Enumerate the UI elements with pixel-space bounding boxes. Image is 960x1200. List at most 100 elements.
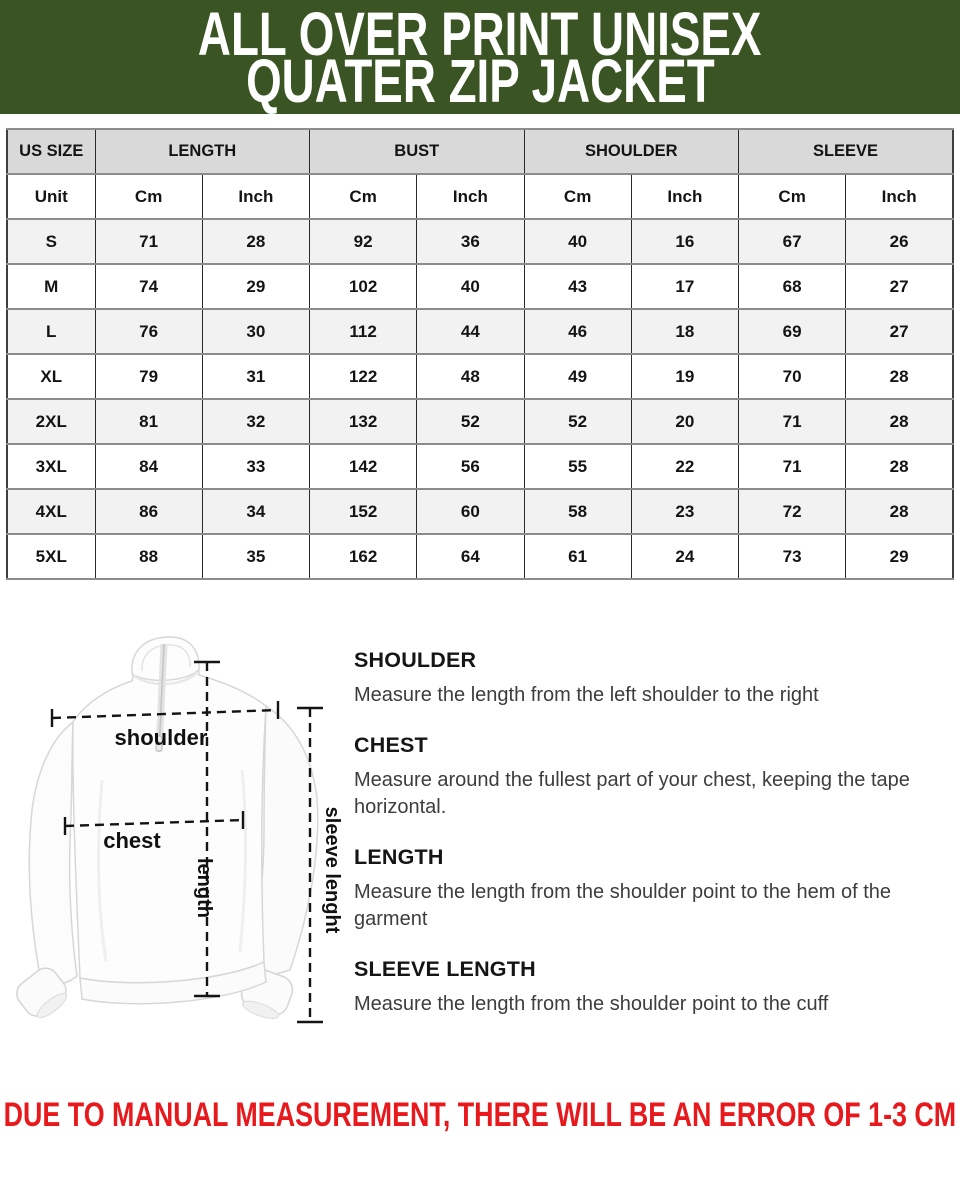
measurement-value-cell: 28 [845, 443, 954, 490]
measurement-value-cell: 81 [94, 398, 203, 445]
instruction-body: Measure around the fullest part of your … [354, 769, 910, 818]
size-label-cell: S [6, 218, 96, 265]
size-label-cell: 4XL [6, 488, 96, 535]
measurement-value-cell: 36 [416, 218, 525, 265]
measurement-value-cell: 49 [523, 353, 632, 400]
measurement-value-cell: 20 [630, 398, 740, 445]
measurement-value-cell: 73 [737, 533, 847, 580]
measurement-value-cell: 28 [201, 218, 311, 265]
unit-cell: Inch [845, 173, 954, 220]
size-label-cell: L [6, 308, 96, 355]
table-group-header-row: US SIZE LENGTH BUST SHOULDER SLEEVE [6, 128, 954, 175]
measurement-value-cell: 52 [416, 398, 525, 445]
measurement-value-cell: 18 [630, 308, 740, 355]
measurement-value-cell: 69 [737, 308, 847, 355]
measurement-value-cell: 58 [523, 488, 632, 535]
measurement-value-cell: 132 [308, 398, 418, 445]
measurement-value-cell: 26 [845, 218, 954, 265]
measurement-value-cell: 16 [630, 218, 740, 265]
measurement-value-cell: 40 [416, 263, 525, 310]
chest-diagram-label: chest [103, 828, 161, 853]
jacket-left-sleeve [28, 720, 78, 985]
col-header-length: LENGTH [94, 128, 310, 175]
measurement-value-cell: 44 [416, 308, 525, 355]
instruction-block-chest: CHEST Measure around the fullest part of… [354, 733, 942, 820]
unit-cell: Unit [6, 173, 96, 220]
instruction-heading: SHOULDER [354, 648, 477, 672]
size-row: 4XL 86 34 152 60 58 23 72 28 [6, 488, 954, 535]
measurement-value-cell: 17 [630, 263, 740, 310]
shoulder-diagram-label: shoulder [115, 725, 208, 750]
instruction-heading: SLEEVE LENGTH [354, 956, 536, 981]
instruction-heading: LENGTH [354, 845, 444, 870]
jacket-fold-shading [238, 769, 248, 953]
footer-note-wrap: DUE TO MANUAL MEASUREMENT, THERE WILL BE… [0, 1097, 960, 1133]
measurement-value-cell: 112 [308, 308, 418, 355]
measurement-value-cell: 29 [201, 263, 311, 310]
jacket-collar-shadow [133, 672, 198, 686]
measurement-value-cell: 29 [845, 533, 954, 580]
jacket-measurement-diagram: shoulder chest length sleeve lenght [16, 636, 343, 1024]
size-row: 2XL 81 32 132 52 52 20 71 28 [6, 398, 954, 445]
measurement-value-cell: 84 [94, 443, 203, 490]
size-label-cell: 5XL [6, 533, 96, 580]
size-label-cell: 2XL [6, 398, 96, 445]
jacket-left-cuff [16, 967, 68, 1019]
measurement-value-cell: 43 [523, 263, 632, 310]
size-row: 5XL 88 35 162 64 61 24 73 29 [6, 533, 954, 580]
size-row: 3XL 84 33 142 56 55 22 71 28 [6, 443, 954, 490]
measurement-value-cell: 23 [630, 488, 740, 535]
sleeve-length-diagram-label: sleeve lenght [321, 807, 343, 934]
measurement-value-cell: 71 [94, 218, 203, 265]
col-header-bust: BUST [309, 128, 525, 175]
measurement-value-cell: 92 [308, 218, 418, 265]
measuring-guide-section: shoulder chest length sleeve lenght SHOU… [0, 630, 960, 1045]
measurement-value-cell: 61 [523, 533, 632, 580]
measurement-value-cell: 56 [416, 443, 525, 490]
unit-cell: Cm [737, 173, 847, 220]
instruction-body: Measure the length from the left shoulde… [354, 684, 819, 706]
instruction-body: Measure the length from the shoulder poi… [354, 992, 829, 1015]
measurement-value-cell: 19 [630, 353, 740, 400]
measurement-value-cell: 86 [94, 488, 203, 535]
measurement-error-note: DUE TO MANUAL MEASUREMENT, THERE WILL BE… [3, 1096, 957, 1134]
jacket-zipper-teeth [158, 643, 165, 753]
unit-cell: Inch [630, 173, 740, 220]
instruction-body: Measure the length from the shoulder poi… [354, 881, 891, 930]
measurement-value-cell: 72 [737, 488, 847, 535]
measurement-value-cell: 28 [845, 488, 954, 535]
length-diagram-label: length [193, 858, 215, 918]
col-header-shoulder: SHOULDER [523, 128, 739, 175]
instruction-block-sleeve-length: SLEEVE LENGTH Measure the length from th… [354, 957, 942, 1017]
measurement-value-cell: 31 [201, 353, 311, 400]
page-header: ALL OVER PRINT UNISEX QUATER ZIP JACKET [0, 0, 960, 114]
measurement-value-cell: 46 [523, 308, 632, 355]
col-header-us-size: US SIZE [6, 128, 96, 175]
table-unit-row: Unit Cm Inch Cm Inch Cm Inch Cm Inch [6, 173, 954, 220]
measurement-value-cell: 79 [94, 353, 203, 400]
size-table-body: S 71 28 92 36 40 16 67 26 M 74 29 102 40 43 17 68 27 L 76 30… [6, 218, 954, 580]
size-row: S 71 28 92 36 40 16 67 26 [6, 218, 954, 265]
size-row: XL 79 31 122 48 49 19 70 28 [6, 353, 954, 400]
measurement-instructions: SHOULDER Measure the length from the lef… [354, 636, 942, 1017]
measurement-value-cell: 68 [737, 263, 847, 310]
measurement-value-cell: 35 [201, 533, 311, 580]
measurement-value-cell: 55 [523, 443, 632, 490]
measurement-value-cell: 28 [845, 398, 954, 445]
unit-cell: Cm [308, 173, 418, 220]
size-row: M 74 29 102 40 43 17 68 27 [6, 263, 954, 310]
unit-cell: Cm [94, 173, 203, 220]
instruction-block-length: LENGTH Measure the length from the shoul… [354, 845, 942, 932]
measurement-value-cell: 27 [845, 263, 954, 310]
col-header-sleeve: SLEEVE [738, 128, 954, 175]
measurement-value-cell: 34 [201, 488, 311, 535]
size-chart-table: US SIZE LENGTH BUST SHOULDER SLEEVE Unit… [6, 128, 954, 580]
measurement-value-cell: 32 [201, 398, 311, 445]
instruction-heading: CHEST [354, 733, 428, 758]
size-label-cell: 3XL [6, 443, 96, 490]
measurement-value-cell: 22 [630, 443, 740, 490]
measurement-value-cell: 152 [308, 488, 418, 535]
measurement-value-cell: 142 [308, 443, 418, 490]
measurement-value-cell: 71 [737, 443, 847, 490]
measurement-value-cell: 33 [201, 443, 311, 490]
